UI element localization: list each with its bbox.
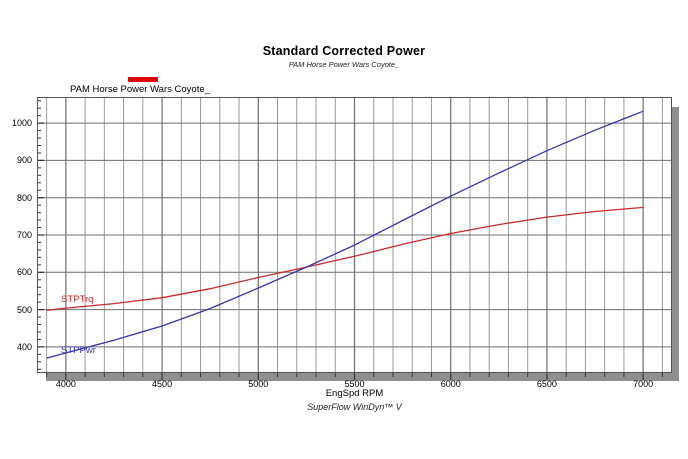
y-tick-label: 400 (16, 341, 32, 352)
x-tick-label: 4500 (152, 379, 173, 389)
x-tick-label: 7000 (633, 379, 654, 389)
x-tick-label: 4000 (55, 379, 76, 389)
x-tick-label: 6500 (536, 379, 557, 389)
legend-run-label: PAM Horse Power Wars Coyote_ (70, 84, 210, 95)
legend-color-swatch (128, 77, 158, 82)
x-tick-label: 6000 (440, 379, 461, 389)
y-tick-label: 600 (16, 267, 32, 278)
x-tick-label: 5000 (248, 379, 269, 389)
plot-area (37, 97, 672, 380)
chart-title: Standard Corrected Power (262, 44, 426, 58)
x-tick-label: 5500 (344, 379, 365, 389)
y-tick-label: 500 (16, 304, 32, 315)
curve-STPTrq (46, 206, 644, 311)
legend: PAM Horse Power Wars Coyote_ (70, 76, 290, 96)
y-tick-label: 700 (16, 230, 32, 240)
software-footer: SuperFlow WinDyn™ V (307, 402, 402, 412)
y-tick-label: 1000 (11, 118, 32, 129)
chart-subtitle: PAM Horse Power Wars Coyote_ (288, 60, 400, 69)
x-axis-title: EngSpd RPM (325, 388, 384, 399)
y-tick-label: 800 (16, 192, 32, 203)
chart-canvas (37, 97, 672, 380)
curve-STPPwr (46, 110, 644, 359)
plot-border (37, 97, 672, 373)
y-tick-label: 900 (16, 155, 32, 166)
